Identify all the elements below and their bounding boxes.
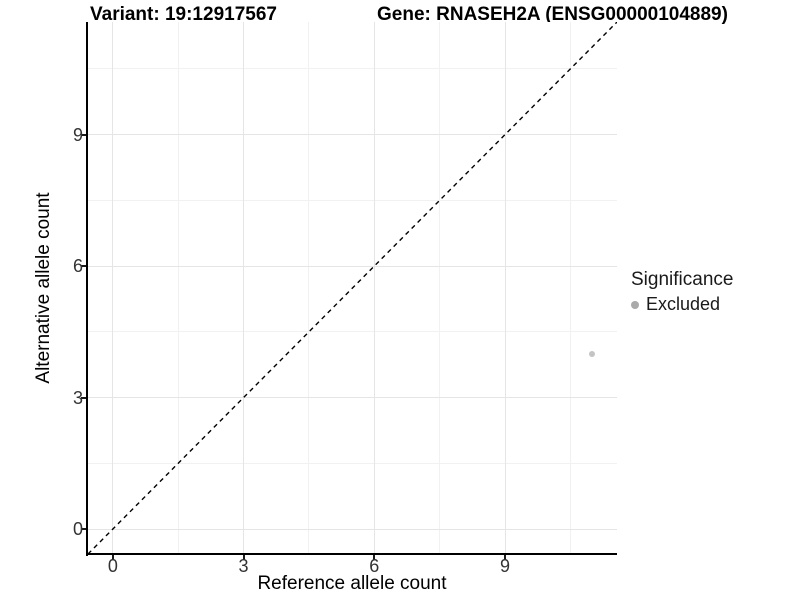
legend-entry-excluded: Excluded xyxy=(631,294,800,315)
x-major-gridline xyxy=(504,22,506,554)
y-tick-label: 3 xyxy=(72,387,83,408)
x-major-gridline xyxy=(112,22,114,554)
x-minor-gridline xyxy=(569,22,571,554)
y-axis-tick xyxy=(81,396,86,399)
y-minor-gridline xyxy=(88,331,617,333)
y-minor-gridline xyxy=(88,68,617,70)
x-tick-label: 0 xyxy=(107,556,118,576)
x-tick-label: 6 xyxy=(369,556,380,576)
legend-entry-label: Excluded xyxy=(646,294,721,314)
x-minor-gridline xyxy=(439,22,441,554)
x-major-gridline xyxy=(243,22,245,554)
x-axis-title: Reference allele count xyxy=(257,573,447,594)
x-axis-tick xyxy=(242,555,245,560)
legend: Significance Excluded xyxy=(631,268,800,315)
y-major-gridline xyxy=(88,397,617,399)
x-axis-line xyxy=(86,553,617,555)
y-major-gridline xyxy=(88,134,617,136)
excluded-point-icon xyxy=(631,300,639,309)
y-axis-tick xyxy=(81,133,86,136)
y-axis-tick xyxy=(81,265,86,268)
x-major-gridline xyxy=(373,22,375,554)
x-axis-tick xyxy=(111,555,114,560)
y-major-gridline xyxy=(88,265,617,267)
y-axis-tick xyxy=(81,528,86,531)
y-minor-gridline xyxy=(88,462,617,464)
identity-dashed-line xyxy=(88,22,617,554)
x-minor-gridline xyxy=(308,22,310,554)
data-point-excluded xyxy=(589,350,596,357)
y-minor-gridline xyxy=(88,199,617,201)
plot-title-variant: Variant: 19:12917567 xyxy=(90,4,277,25)
plot-panel xyxy=(88,22,617,554)
y-axis-line xyxy=(86,22,88,556)
x-tick-label: 9 xyxy=(499,556,510,576)
x-axis-tick xyxy=(373,555,376,560)
y-tick-label: 6 xyxy=(72,256,83,277)
x-tick-label: 3 xyxy=(238,556,249,576)
y-tick-label: 9 xyxy=(72,124,83,145)
plot-title-gene: Gene: RNASEH2A (ENSG00000104889) xyxy=(377,4,728,25)
y-axis-title: Alternative allele count xyxy=(33,192,54,384)
x-axis-tick xyxy=(504,555,506,560)
x-minor-gridline xyxy=(177,22,179,554)
y-tick-label: 0 xyxy=(72,519,83,540)
legend-title: Significance xyxy=(631,269,734,290)
y-major-gridline xyxy=(88,528,617,530)
